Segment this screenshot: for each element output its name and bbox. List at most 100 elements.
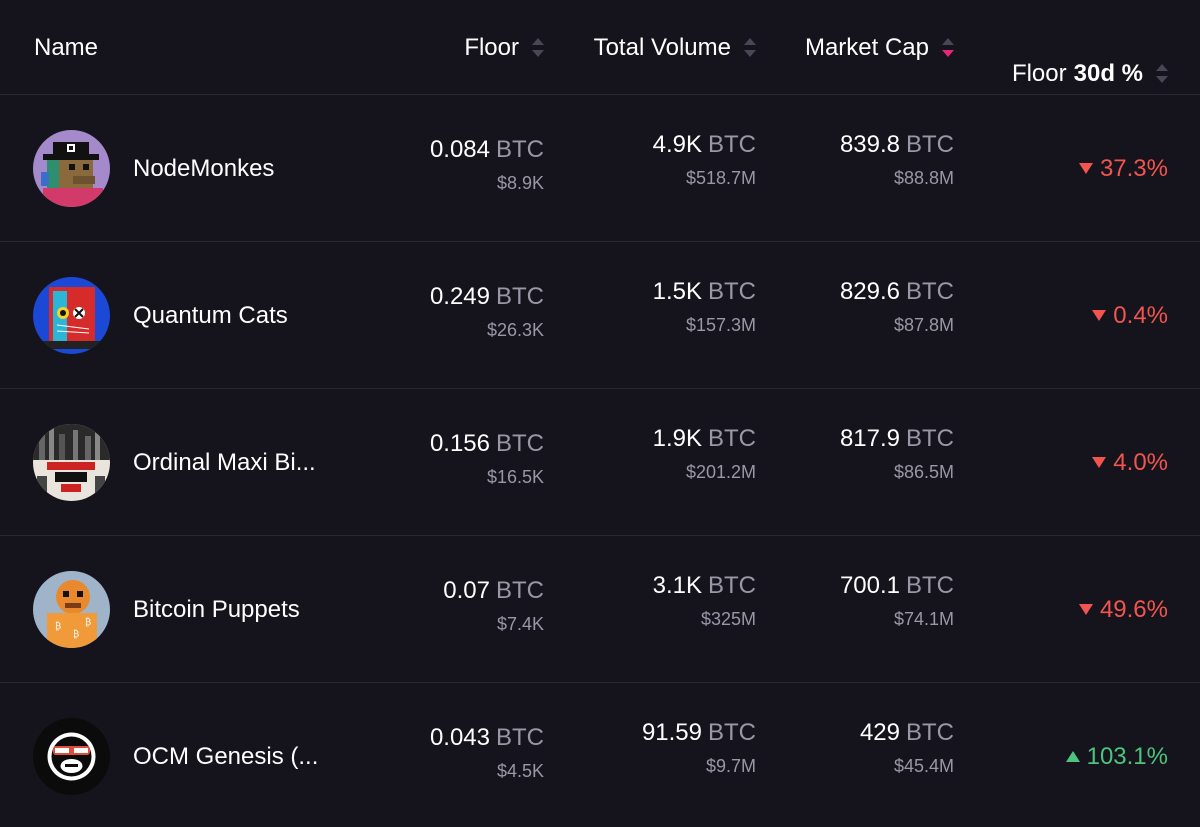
floor-usd: $4.5K (496, 761, 544, 781)
market-cap-cell: 839.8 BTC $88.8M (840, 131, 954, 189)
volume-unit: BTC (708, 131, 756, 158)
market-cap-unit: BTC (906, 131, 954, 158)
market-cap-cell: 429 BTC $45.4M (860, 719, 954, 777)
market-cap-cell: 829.6 BTC $87.8M (840, 278, 954, 336)
total-volume: 1.9K (652, 425, 702, 452)
floor-change-cell: 0.4% (1092, 242, 1168, 389)
collection-name[interactable]: Ordinal Maxi Bi... (133, 448, 316, 476)
floor-price: 0.084 (429, 136, 490, 163)
floor-cell: 0.043 BTC $4.5K (430, 724, 544, 782)
market-cap: 817.9 (839, 425, 900, 452)
floor-unit: BTC (496, 136, 544, 163)
triangle-down-icon (1092, 457, 1107, 468)
table-row[interactable]: ₿ ₿ ₿ Bitcoin Puppets 0.07 BTC $7.4K 3.1K… (0, 536, 1200, 683)
floor-change-value: 4.0% (1113, 448, 1168, 476)
floor-unit: BTC (496, 283, 544, 310)
market-cap-unit: BTC (906, 425, 954, 452)
triangle-up-icon (1065, 751, 1080, 762)
floor-usd: $8.9K (496, 173, 544, 193)
floor-cell: 0.084 BTC $8.9K (430, 136, 544, 194)
collection-avatar[interactable]: ₿ ₿ ₿ (33, 571, 110, 648)
triangle-down-icon (1092, 310, 1107, 321)
table-row[interactable]: NodeMonkes 0.084 BTC $8.9K 4.9K BTC $518.7… (0, 95, 1200, 242)
collection-name[interactable]: Quantum Cats (133, 301, 288, 329)
market-cap: 429 (859, 719, 900, 746)
market-cap-usd: $45.4M (893, 756, 954, 776)
market-cap: 700.1 (839, 572, 900, 599)
volume-cell: 1.5K BTC $157.3M (653, 278, 756, 336)
sort-arrows-icon[interactable] (744, 38, 756, 57)
volume-usd: $518.7M (685, 168, 756, 188)
floor-price: 0.07 (443, 577, 490, 604)
floor-cell: 0.249 BTC $26.3K (430, 283, 544, 341)
collection-avatar[interactable] (33, 130, 110, 207)
volume-unit: BTC (708, 425, 756, 452)
floor-change-cell: 4.0% (1092, 389, 1168, 536)
floor-usd: $7.4K (496, 614, 544, 634)
column-header-total-volume-label: Total Volume (593, 33, 731, 61)
column-header-name[interactable]: Name (34, 0, 98, 95)
floor-price: 0.249 (429, 283, 490, 310)
column-header-change-label: Floor (1011, 59, 1067, 87)
column-header-floor[interactable]: Floor (464, 0, 544, 95)
floor-unit: BTC (496, 724, 544, 751)
floor-change-cell: 49.6% (1078, 536, 1168, 683)
floor-change-value: 0.4% (1113, 301, 1168, 329)
collection-avatar[interactable] (33, 277, 110, 354)
market-cap-unit: BTC (906, 719, 954, 746)
sort-arrows-icon[interactable] (1156, 64, 1168, 83)
market-cap-unit: BTC (906, 572, 954, 599)
market-cap-usd: $86.5M (893, 462, 954, 482)
total-volume: 3.1K (652, 572, 702, 599)
svg-text:₿: ₿ (85, 617, 91, 628)
market-cap-cell: 817.9 BTC $86.5M (840, 425, 954, 483)
floor-change-cell: 103.1% (1065, 683, 1168, 827)
table-row[interactable]: Ordinal Maxi Bi... 0.156 BTC $16.5K 1.9K B… (0, 389, 1200, 536)
volume-unit: BTC (708, 719, 756, 746)
volume-usd: $9.7M (705, 756, 756, 776)
market-cap-usd: $88.8M (893, 168, 954, 188)
column-header-market-cap[interactable]: Market Cap (805, 0, 954, 95)
collection-avatar[interactable] (33, 718, 110, 795)
floor-change-value: 103.1% (1086, 742, 1168, 770)
column-header-total-volume[interactable]: Total Volume (594, 0, 756, 95)
floor-cell: 0.07 BTC $7.4K (443, 577, 544, 635)
volume-unit: BTC (708, 572, 756, 599)
floor-change-value: 49.6% (1099, 595, 1168, 623)
market-cap: 829.6 (839, 278, 900, 305)
total-volume: 91.59 (641, 719, 702, 746)
svg-text:₿: ₿ (55, 621, 61, 632)
total-volume: 4.9K (652, 131, 702, 158)
floor-change-value: 37.3% (1099, 154, 1168, 182)
market-cap-unit: BTC (906, 278, 954, 305)
floor-unit: BTC (496, 577, 544, 604)
table-row[interactable]: OCM Genesis (... 0.043 BTC $4.5K 91.59 BTC… (0, 683, 1200, 827)
column-header-name-label: Name (34, 33, 99, 61)
market-cap-usd: $87.8M (893, 315, 954, 335)
sort-descending-active-icon[interactable] (942, 38, 954, 57)
table-row[interactable]: Quantum Cats 0.249 BTC $26.3K 1.5K BTC $15… (0, 242, 1200, 389)
collection-name[interactable]: OCM Genesis (... (133, 742, 319, 770)
collection-name[interactable]: NodeMonkes (133, 154, 275, 182)
floor-price: 0.043 (429, 724, 490, 751)
total-volume: 1.5K (652, 278, 702, 305)
triangle-down-icon (1078, 163, 1093, 174)
column-header-market-cap-label: Market Cap (804, 33, 929, 61)
floor-price: 0.156 (429, 430, 490, 457)
volume-cell: 91.59 BTC $9.7M (642, 719, 756, 777)
volume-cell: 4.9K BTC $518.7M (653, 131, 756, 189)
volume-usd: $157.3M (685, 315, 756, 335)
floor-cell: 0.156 BTC $16.5K (430, 430, 544, 488)
table-header: Name Floor Total Volume Market Cap Floor… (0, 0, 1200, 95)
volume-usd: $201.2M (685, 462, 756, 482)
collection-avatar[interactable] (33, 424, 110, 501)
floor-usd: $26.3K (486, 320, 544, 340)
column-header-floor-30d-change[interactable]: Floor 30d % (1012, 0, 1168, 147)
volume-cell: 1.9K BTC $201.2M (653, 425, 756, 483)
column-header-change-period: 30d % (1073, 59, 1143, 87)
collection-name[interactable]: Bitcoin Puppets (133, 595, 300, 623)
market-cap-cell: 700.1 BTC $74.1M (840, 572, 954, 630)
sort-arrows-icon[interactable] (532, 38, 544, 57)
svg-text:₿: ₿ (73, 629, 79, 640)
volume-unit: BTC (708, 278, 756, 305)
